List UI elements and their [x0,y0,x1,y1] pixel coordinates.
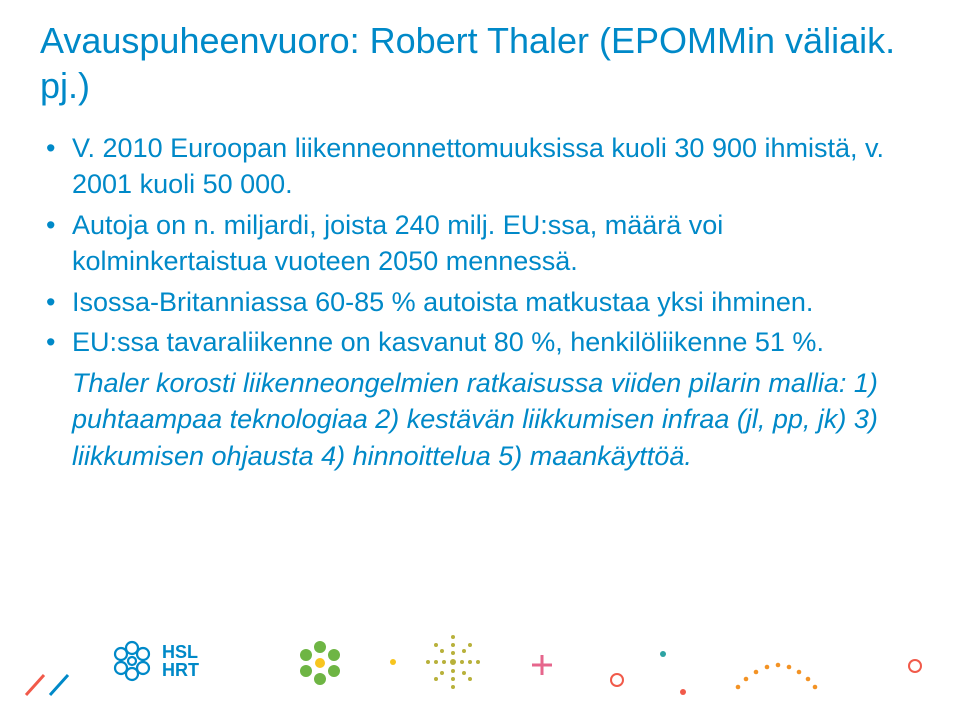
ring-icon [908,659,922,673]
diagonal-tick-icon [20,669,70,699]
bullet-item: Isossa-Britanniassa 60-85 % autoista mat… [46,284,919,320]
dot-icon [660,651,666,657]
hsl-text-line2: HRT [162,661,199,679]
bullet-item: Autoja on n. miljardi, joista 240 milj. … [46,207,919,280]
dotted-arc-icon [730,645,820,695]
footer-decoration: HSL HRT [0,606,959,701]
bullet-item: EU:ssa tavaraliikenne on kasvanut 80 %, … [46,324,919,360]
hsl-logo: HSL HRT [110,639,199,683]
bullet-list: V. 2010 Euroopan liikenneonnettomuuksiss… [40,130,919,361]
dotted-starburst-icon [418,627,488,697]
hsl-text-block: HSL HRT [162,643,199,679]
slide-title: Avauspuheenvuoro: Robert Thaler (EPOMMin… [40,18,919,108]
green-flower-icon [290,633,350,693]
dot-icon [390,659,396,665]
bullet-item: V. 2010 Euroopan liikenneonnettomuuksiss… [46,130,919,203]
plus-icon [530,653,554,677]
hsl-text-line1: HSL [162,643,199,661]
hsl-flower-icon [110,639,154,683]
italic-paragraph: Thaler korosti liikenneongelmien ratkais… [40,365,919,474]
ring-icon [610,673,624,687]
slide-content: Avauspuheenvuoro: Robert Thaler (EPOMMin… [0,0,959,474]
dot-icon [680,689,686,695]
